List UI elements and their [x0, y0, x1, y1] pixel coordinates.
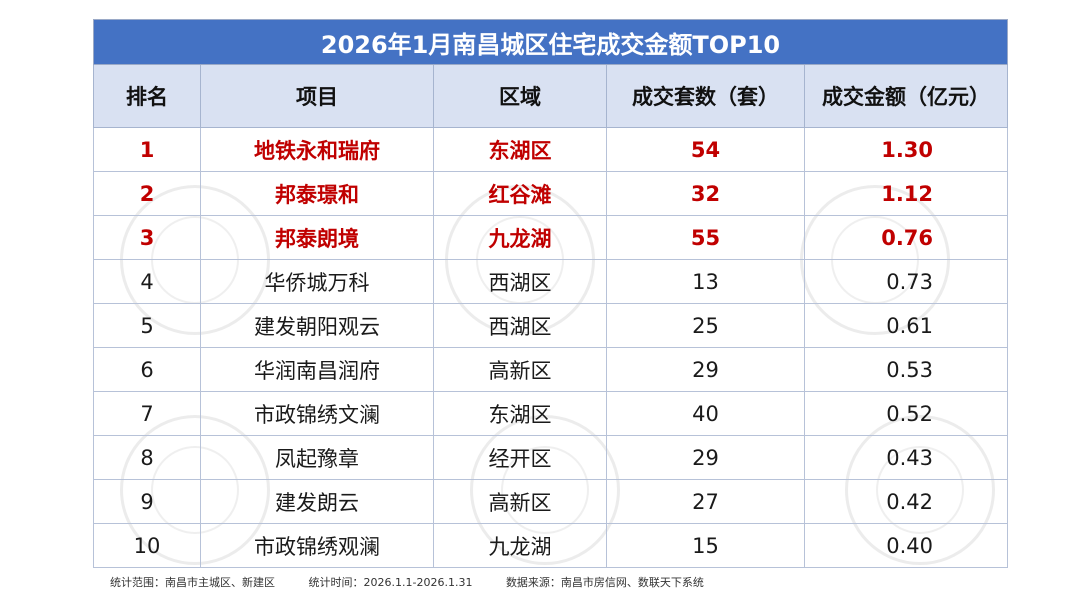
- table-header-row: 排名 项目 区域 成交套数（套） 成交金额（亿元）: [93, 64, 1009, 128]
- table-row: 9 建发朗云 高新区 27 0.42: [93, 479, 1009, 524]
- cell-area: 高新区: [433, 479, 607, 524]
- cell-rank: 8: [93, 435, 201, 480]
- ranking-table: 2026年1月南昌城区住宅成交金额TOP10 排名 项目 区域 成交套数（套） …: [92, 19, 1009, 568]
- table-row: 10 市政锦绣观澜 九龙湖 15 0.40: [93, 523, 1009, 568]
- header-rank: 排名: [93, 64, 201, 128]
- cell-project: 建发朝阳观云: [200, 303, 434, 348]
- cell-units: 29: [606, 347, 805, 392]
- footer-source: 数据来源：南昌市房信网、数联天下系统: [505, 576, 704, 589]
- cell-rank: 3: [93, 215, 201, 260]
- cell-amount: 0.61: [803, 303, 1009, 348]
- cell-project: 华润南昌润府: [200, 347, 434, 392]
- table-row: 8 凤起豫章 经开区 29 0.43: [93, 435, 1009, 480]
- cell-rank: 4: [93, 259, 201, 304]
- cell-area: 东湖区: [433, 391, 607, 436]
- footer-notes: 统计范围：南昌市主城区、新建区 统计时间：2026.1.1-2026.1.31 …: [110, 574, 1010, 590]
- header-units: 成交套数（套）: [606, 64, 805, 128]
- cell-amount: 0.76: [803, 215, 1009, 260]
- cell-amount: 1.30: [803, 127, 1009, 172]
- cell-area: 高新区: [433, 347, 607, 392]
- cell-units: 55: [606, 215, 805, 260]
- cell-units: 25: [606, 303, 805, 348]
- table-title: 2026年1月南昌城区住宅成交金额TOP10: [92, 19, 1009, 65]
- header-project: 项目: [200, 64, 434, 128]
- cell-area: 红谷滩: [433, 171, 607, 216]
- cell-area: 九龙湖: [433, 215, 607, 260]
- cell-rank: 1: [93, 127, 201, 172]
- table-row: 1 地铁永和瑞府 东湖区 54 1.30: [93, 127, 1009, 172]
- header-area: 区域: [433, 64, 607, 128]
- cell-rank: 2: [93, 171, 201, 216]
- cell-units: 27: [606, 479, 805, 524]
- cell-project: 邦泰璟和: [200, 171, 434, 216]
- cell-amount: 0.53: [803, 347, 1009, 392]
- cell-project: 市政锦绣观澜: [200, 523, 434, 568]
- cell-rank: 10: [93, 523, 201, 568]
- cell-project: 邦泰朗境: [200, 215, 434, 260]
- cell-amount: 0.42: [803, 479, 1009, 524]
- cell-amount: 0.40: [803, 523, 1009, 568]
- table-row: 5 建发朝阳观云 西湖区 25 0.61: [93, 303, 1009, 348]
- cell-amount: 0.52: [803, 391, 1009, 436]
- table-row: 3 邦泰朗境 九龙湖 55 0.76: [93, 215, 1009, 260]
- cell-area: 经开区: [433, 435, 607, 480]
- table-row: 7 市政锦绣文澜 东湖区 40 0.52: [93, 391, 1009, 436]
- cell-units: 32: [606, 171, 805, 216]
- cell-amount: 0.73: [803, 259, 1009, 304]
- cell-units: 29: [606, 435, 805, 480]
- table-row: 2 邦泰璟和 红谷滩 32 1.12: [93, 171, 1009, 216]
- header-amount: 成交金额（亿元）: [803, 64, 1009, 128]
- cell-rank: 6: [93, 347, 201, 392]
- cell-amount: 1.12: [803, 171, 1009, 216]
- table-row: 6 华润南昌润府 高新区 29 0.53: [93, 347, 1009, 392]
- cell-project: 地铁永和瑞府: [200, 127, 434, 172]
- cell-project: 建发朗云: [200, 479, 434, 524]
- footer-period: 统计时间：2026.1.1-2026.1.31: [308, 576, 473, 589]
- cell-project: 市政锦绣文澜: [200, 391, 434, 436]
- table-body: 1 地铁永和瑞府 东湖区 54 1.30 2 邦泰璟和 红谷滩 32 1.12 3 邦泰朗境 九龙湖 55…: [93, 127, 1009, 568]
- cell-units: 15: [606, 523, 805, 568]
- cell-project: 华侨城万科: [200, 259, 434, 304]
- cell-area: 东湖区: [433, 127, 607, 172]
- cell-area: 西湖区: [433, 303, 607, 348]
- cell-amount: 0.43: [803, 435, 1009, 480]
- cell-area: 西湖区: [433, 259, 607, 304]
- cell-units: 54: [606, 127, 805, 172]
- cell-units: 13: [606, 259, 805, 304]
- cell-rank: 9: [93, 479, 201, 524]
- cell-rank: 5: [93, 303, 201, 348]
- table-title-row: 2026年1月南昌城区住宅成交金额TOP10: [92, 19, 1009, 65]
- cell-area: 九龙湖: [433, 523, 607, 568]
- footer-scope: 统计范围：南昌市主城区、新建区: [110, 576, 275, 589]
- cell-project: 凤起豫章: [200, 435, 434, 480]
- table-row: 4 华侨城万科 西湖区 13 0.73: [93, 259, 1009, 304]
- cell-units: 40: [606, 391, 805, 436]
- cell-rank: 7: [93, 391, 201, 436]
- ranking-table-container: 2026年1月南昌城区住宅成交金额TOP10 排名 项目 区域 成交套数（套） …: [92, 19, 1009, 568]
